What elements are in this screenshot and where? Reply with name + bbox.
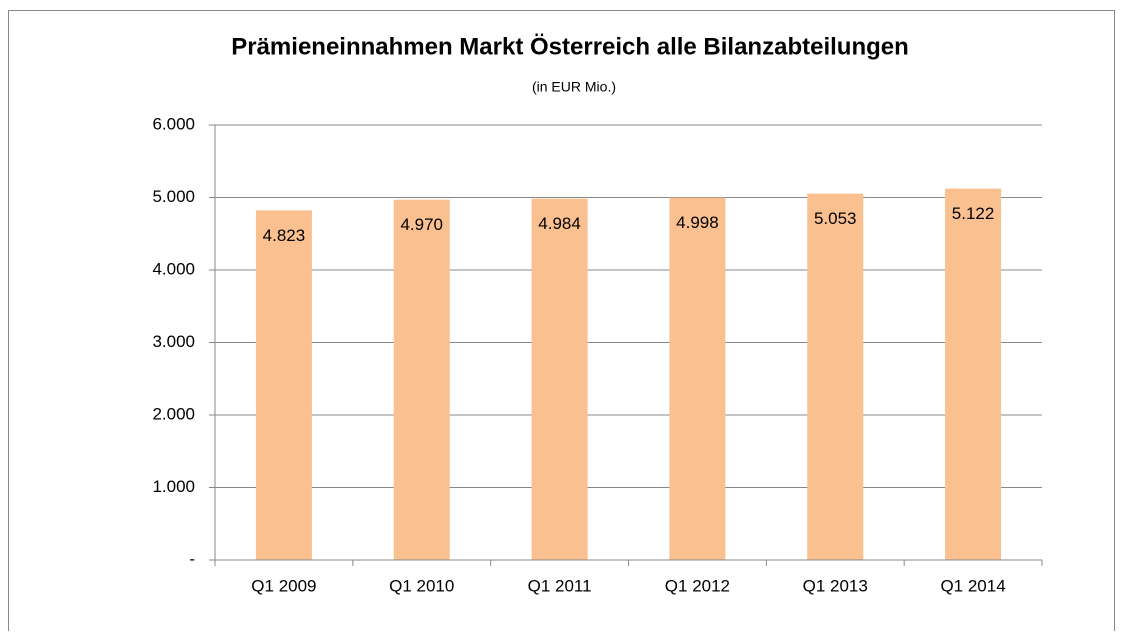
x-tick-label: Q1 2014 bbox=[940, 576, 1005, 595]
y-tick-label: 5.000 bbox=[152, 187, 195, 206]
bar bbox=[669, 197, 726, 560]
y-tick-label: - bbox=[189, 549, 195, 568]
data-label: 5.053 bbox=[814, 209, 857, 228]
bar bbox=[945, 188, 1002, 560]
data-label: 4.984 bbox=[538, 214, 581, 233]
bar bbox=[393, 199, 450, 561]
bar bbox=[807, 193, 864, 560]
x-tick-label: Q1 2009 bbox=[251, 576, 316, 595]
x-tick-label: Q1 2012 bbox=[665, 576, 730, 595]
x-tick-label: Q1 2011 bbox=[528, 576, 592, 595]
y-tick-label: 2.000 bbox=[152, 404, 195, 423]
data-label: 4.823 bbox=[263, 226, 306, 245]
bar bbox=[531, 198, 588, 560]
x-tick-label: Q1 2010 bbox=[389, 576, 454, 595]
x-tick-label: Q1 2013 bbox=[803, 576, 868, 595]
chart-subtitle: (in EUR Mio.) bbox=[532, 79, 616, 95]
data-label: 5.122 bbox=[952, 204, 995, 223]
y-tick-label: 1.000 bbox=[152, 477, 195, 496]
data-label: 4.998 bbox=[676, 213, 719, 232]
chart-title: Prämieneinnahmen Markt Österreich alle B… bbox=[231, 33, 909, 60]
y-tick-label: 6.000 bbox=[152, 114, 195, 133]
data-label: 4.970 bbox=[400, 215, 443, 234]
bar bbox=[255, 210, 312, 560]
y-tick-label: 4.000 bbox=[152, 259, 195, 278]
y-tick-label: 3.000 bbox=[152, 332, 195, 351]
